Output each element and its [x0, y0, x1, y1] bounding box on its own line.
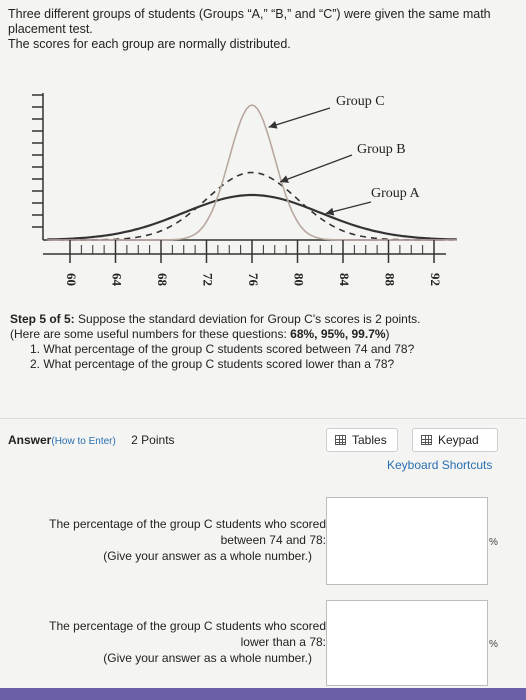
question-2-label: The percentage of the group C students w… [26, 618, 326, 666]
arrow-group-c [268, 107, 331, 128]
keyboard-shortcuts-link[interactable]: Keyboard Shortcuts [387, 458, 493, 472]
x-tick-label-80: 80 [292, 273, 307, 286]
answer-header: Answer(How to Enter) 2 Points [8, 433, 175, 447]
legend-label-group-c: Group C [336, 94, 385, 109]
question-1-line-1: The percentage of the group C students w… [49, 517, 326, 531]
question-2-answer-input[interactable] [326, 600, 488, 686]
question-2-text: 2. What percentage of the group C studen… [30, 357, 395, 371]
question-2-line-3: (Give your answer as a whole number.) [103, 651, 312, 665]
x-tick-label-64: 64 [110, 273, 125, 287]
question-2-line-1: The percentage of the group C students w… [49, 619, 326, 633]
keypad-button[interactable]: Keypad [412, 428, 498, 452]
arrowhead-group-c [268, 121, 278, 129]
step-line: Step 5 of 5: Suppose the standard deviat… [10, 312, 510, 327]
curve-group-a [47, 193, 457, 241]
question-2-line-2: lower than a 78: [240, 635, 326, 649]
arrowhead-group-b [280, 175, 289, 183]
x-tick-label-92: 92 [428, 273, 443, 286]
hint-pre: (Here are some useful numbers for these … [10, 327, 291, 341]
x-tick-label-84: 84 [337, 273, 352, 287]
points-label: 2 Points [131, 433, 175, 447]
normal-distribution-figure: 60 64 68 72 76 80 84 88 92 Group A Group B Group C [32, 93, 457, 287]
bottom-bar [0, 688, 526, 700]
x-tick-label-76: 76 [246, 273, 261, 287]
curve-group-b [47, 171, 457, 241]
hint-post: ) [385, 327, 390, 341]
intro-line-1: Three different groups of students (Grou… [8, 7, 491, 36]
question-1-answer-input[interactable] [326, 497, 488, 585]
question-1-line-3: (Give your answer as a whole number.) [103, 549, 312, 563]
arrow-group-b [279, 154, 353, 183]
legend-label-group-a: Group A [371, 186, 421, 201]
question-2-percent-unit: % [489, 639, 498, 650]
legend-label-group-b: Group B [357, 142, 406, 157]
y-axis-ticks [32, 94, 43, 228]
how-to-enter-link[interactable]: (How to Enter) [51, 436, 116, 447]
question-1-text: 1. What percentage of the group C studen… [30, 342, 415, 356]
question-1-percent-unit: % [489, 537, 498, 548]
arrowhead-group-a [325, 207, 335, 216]
hint-numbers: 68%, 95%, 99.7% [290, 327, 386, 341]
step-text: Suppose the standard deviation for Group… [74, 312, 421, 326]
hint-line: (Here are some useful numbers for these … [10, 327, 510, 342]
divider [0, 418, 526, 419]
intro-line-2: The scores for each group are normally d… [8, 37, 291, 51]
answer-label: Answer [8, 433, 52, 447]
keypad-icon [421, 435, 432, 445]
x-tick-label-68: 68 [155, 273, 170, 287]
tables-button[interactable]: Tables [326, 428, 398, 452]
question-1-label: The percentage of the group C students w… [26, 516, 326, 564]
step-instructions: Step 5 of 5: Suppose the standard deviat… [10, 312, 510, 372]
step-title: Step 5 of 5: [10, 312, 75, 326]
question-1-line-2: between 74 and 78: [220, 533, 326, 547]
keypad-label: Keypad [438, 433, 479, 447]
problem-intro: Three different groups of students (Grou… [8, 7, 508, 52]
x-tick-label-60: 60 [64, 273, 79, 286]
tables-label: Tables [352, 433, 387, 447]
x-tick-label-88: 88 [383, 273, 398, 287]
x-tick-label-72: 72 [201, 273, 216, 286]
table-icon [335, 435, 346, 445]
